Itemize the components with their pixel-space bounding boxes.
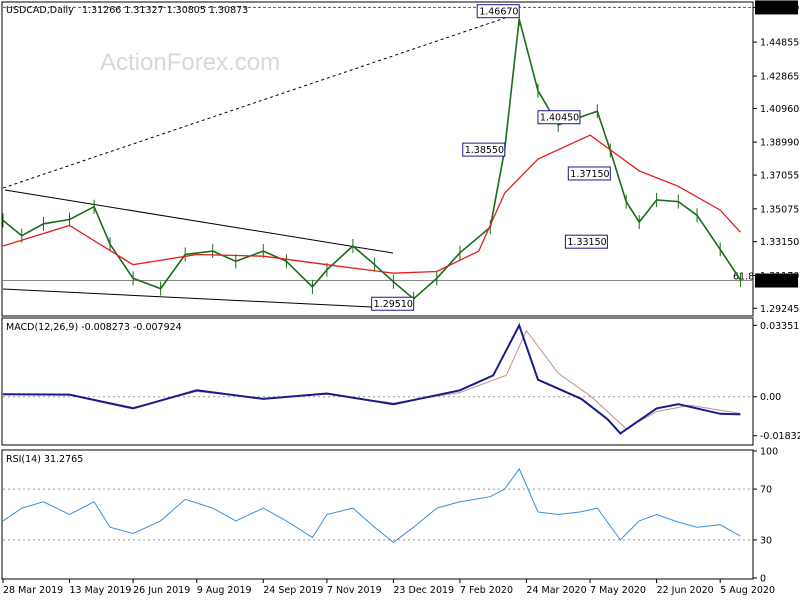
macd-y-label: 0.00 [760, 392, 781, 403]
rsi-y-label: 0 [760, 574, 766, 585]
price-annotation-box [564, 234, 608, 249]
dotted-trendline [2, 17, 506, 189]
macd-signal-line [2, 329, 741, 430]
moving-average-line [2, 134, 741, 274]
x-tick-label: 22 Jun 2020 [657, 585, 714, 596]
x-tick-label: 28 Mar 2019 [3, 585, 63, 596]
ohlc-readout: 1.31266 1.31327 1.30805 1.30873 [82, 5, 248, 16]
last-price-label-bg [755, 273, 798, 288]
macd-panel [1, 317, 754, 446]
x-tick-label: 7 Feb 2020 [460, 585, 513, 596]
rsi-line [2, 467, 741, 544]
x-tick-label: 26 Jun 2019 [133, 585, 190, 596]
x-tick-label: 7 Nov 2019 [327, 585, 382, 596]
macd-y-label: -0.018324 [760, 431, 800, 442]
price-annotation-label: 1.46670 [479, 7, 518, 18]
x-tick-label: 23 Dec 2019 [393, 585, 454, 596]
y-tick-label: 1.42865 [760, 72, 799, 83]
x-tick-label: 9 Aug 2019 [197, 585, 252, 596]
x-tick-label: 24 Sep 2019 [263, 585, 323, 596]
top-price-label: 1.46890 [758, 3, 797, 14]
price-annotation-label: 1.29510 [374, 299, 413, 310]
rsi-y-label: 100 [760, 447, 778, 458]
upper-channel-line [4, 189, 394, 254]
top-price-label-bg [755, 0, 798, 15]
lower-channel-line [2, 288, 413, 310]
rsi-panel [1, 449, 754, 580]
main-panel [1, 1, 754, 317]
price-annotation-box [462, 142, 506, 157]
price-annotation-box [371, 296, 415, 311]
rsi-y-label: 70 [760, 485, 772, 496]
x-tick-label: 13 May 2019 [70, 585, 132, 596]
price-annotation-label: 1.33150 [567, 237, 606, 248]
y-tick-label: 1.37055 [760, 171, 799, 182]
last-price-label: 1.30873 [758, 276, 797, 287]
y-tick-label: 1.40960 [760, 104, 799, 115]
rsi-title: RSI(14) 31.2765 [6, 454, 83, 465]
price-annotation-label: 1.40450 [540, 113, 579, 124]
x-tick-label: 5 Aug 2020 [720, 585, 775, 596]
macd-line [2, 322, 741, 435]
y-tick-label: 1.33150 [760, 237, 799, 248]
fib-label: 61.8 [733, 272, 754, 283]
watermark: ActionForex.com [100, 49, 280, 76]
x-tick-label: 24 Mar 2020 [526, 585, 586, 596]
price-annotation-label: 1.38550 [465, 145, 504, 156]
y-tick-label: 1.29245 [760, 304, 799, 315]
price-line [2, 18, 742, 300]
price-annotation-box [567, 166, 611, 181]
y-tick-label: 1.35075 [760, 204, 799, 215]
chart-title: USDCAD,Daily [6, 5, 74, 16]
macd-y-label: 0.033515 [760, 321, 800, 332]
price-annotation-box [537, 110, 581, 125]
y-tick-label: 1.44855 [760, 38, 799, 49]
price-annotation-box [476, 4, 520, 19]
x-tick-label: 7 May 2020 [590, 585, 646, 596]
price-annotation-label: 1.37150 [570, 169, 609, 180]
macd-title: MACD(12,26,9) -0.008273 -0.007924 [6, 322, 182, 333]
y-tick-label: 1.38990 [760, 138, 799, 149]
rsi-y-label: 30 [760, 535, 772, 546]
